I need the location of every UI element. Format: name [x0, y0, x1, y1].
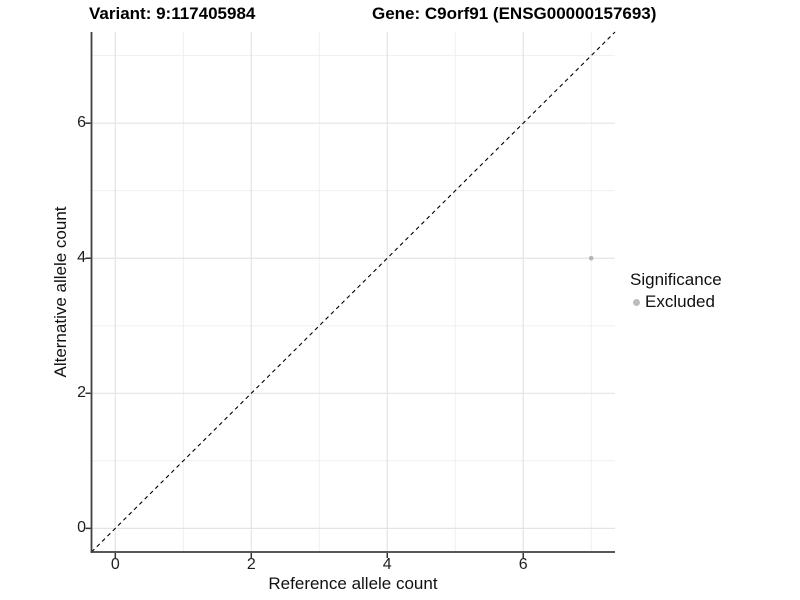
y-tick-label: 2 [77, 384, 86, 402]
data-point-excluded [588, 255, 594, 261]
x-tick-label: 2 [246, 556, 256, 573]
y-tick-label: 0 [77, 519, 86, 537]
y-tick-label: 4 [77, 249, 86, 267]
legend-point-icon [633, 298, 640, 306]
x-tick-label: 0 [110, 556, 120, 573]
y-tick-label: 6 [77, 114, 86, 132]
x-axis-title: Reference allele count [268, 574, 438, 593]
variant-title: Variant: 9:117405984 [89, 4, 256, 23]
identity-reference-line [91, 31, 616, 553]
gene-title: Gene: C9orf91 (ENSG00000157693) [372, 4, 657, 23]
legend-item-excluded: Excluded [630, 292, 722, 312]
y-axis-title: Alternative allele count [51, 206, 70, 378]
legend-title: Significance [630, 270, 722, 289]
x-tick-label: 4 [382, 556, 392, 573]
x-tick-label: 6 [518, 556, 528, 573]
legend: Significance Excluded [630, 270, 722, 312]
legend-item-label: Excluded [645, 292, 715, 311]
